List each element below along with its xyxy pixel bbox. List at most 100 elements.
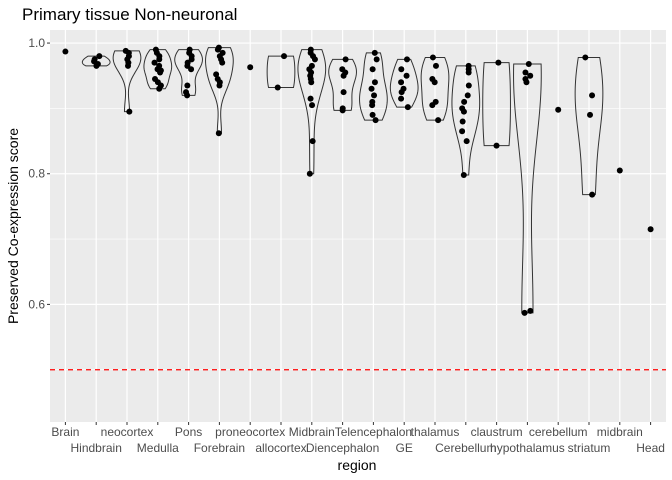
point-thalamus — [435, 117, 442, 124]
point-allocortex — [281, 53, 288, 60]
point-forebrain — [214, 46, 221, 53]
x-tick-label-allocortex: allocortex — [255, 441, 306, 455]
point-midbrain — [311, 56, 318, 63]
point-midbrain — [616, 167, 623, 174]
x-tick-label-cerebellum: Cerebellum — [435, 441, 496, 455]
x-tick-label-head: Head — [636, 441, 665, 455]
violin-ge — [389, 58, 419, 108]
point-pons — [184, 92, 191, 99]
point-allocortex — [274, 84, 281, 91]
point-cerebellum — [459, 118, 466, 125]
point-telencephalon — [371, 49, 378, 56]
point-striatum — [587, 111, 594, 118]
point-diencephalon — [340, 72, 347, 79]
points-group — [62, 44, 654, 316]
point-telencephalon — [371, 79, 378, 86]
point-telencephalon — [373, 56, 380, 63]
point-ge — [398, 89, 405, 96]
point-ge — [398, 66, 405, 73]
violin-thalamus — [420, 56, 450, 121]
x-tick-label-pons: Pons — [175, 425, 202, 439]
point-ge — [398, 79, 405, 86]
violin-pons — [174, 49, 203, 96]
point-thalamus — [431, 79, 438, 86]
point-diencephalon — [342, 56, 349, 63]
x-axis: Brain Hindbrain neocortex Medulla Pons Forebr… — [51, 422, 665, 455]
plot-panel — [50, 30, 666, 422]
point-thalamus — [432, 62, 439, 69]
point-cerebellum — [465, 82, 472, 89]
point-medulla — [151, 59, 158, 66]
x-tick-label-telencephalon: Telencephalon — [335, 425, 412, 439]
point-forebrain — [216, 82, 223, 89]
point-ge — [403, 56, 410, 63]
point-midbrain — [308, 79, 315, 86]
point-thalamus — [429, 102, 436, 109]
x-tick-label-diencephalon: Diencephalon — [306, 441, 379, 455]
point-neocortex — [125, 62, 131, 69]
point-neocortex — [126, 108, 133, 115]
x-tick-label-claustrum: claustrum — [471, 425, 523, 439]
y-tick-label: 1.0 — [28, 36, 45, 50]
violin-diencephalon — [328, 58, 357, 111]
x-tick-label-hindbrain: Hindbrain — [71, 441, 122, 455]
violin-hypothalamus — [513, 63, 542, 314]
violins-group — [81, 47, 604, 314]
point-medulla — [156, 56, 163, 63]
point-striatum — [589, 92, 596, 99]
x-tick-label-brain: Brain — [51, 425, 79, 439]
point-cerebellum — [461, 98, 468, 105]
point-forebrain — [219, 59, 226, 66]
x-tick-label-hypothalamus: hypothalamus — [490, 441, 565, 455]
violin-telencephalon — [359, 52, 388, 121]
point-telencephalon — [372, 117, 379, 124]
point-striatum — [589, 191, 596, 198]
x-tick-label-ge: GE — [396, 441, 413, 455]
point-head — [647, 226, 654, 233]
point-pons — [188, 56, 195, 63]
point-ge — [404, 104, 411, 111]
violin-neocortex — [112, 50, 142, 113]
point-hindbrain — [96, 53, 103, 60]
violin-allocortex — [266, 55, 296, 88]
violin-cerebellum — [451, 65, 481, 176]
point-cerebellum — [465, 69, 472, 76]
point-pons — [184, 82, 191, 89]
point-cerebellum — [460, 108, 467, 115]
point-cerebellum — [463, 138, 470, 145]
point-midbrain — [309, 102, 316, 109]
point-cerebellum — [464, 92, 471, 99]
x-tick-label-medulla: Medulla — [137, 441, 179, 455]
point-hindbrain — [93, 62, 100, 69]
violin-midbrain — [297, 49, 327, 175]
violin-hindbrain — [81, 55, 111, 67]
x-tick-label-neocortex: neocortex — [101, 425, 154, 439]
point-claustrum — [493, 142, 500, 149]
point-telencephalon — [369, 66, 376, 73]
point-cerebellum — [459, 128, 466, 135]
x-tick-label-cerebellum: cerebellum — [529, 425, 588, 439]
x-tick-label-proneocortex: proneocortex — [215, 425, 285, 439]
point-striatum — [582, 54, 589, 61]
x-tick-label-midbrain: Midbrain — [289, 425, 335, 439]
point-forebrain — [215, 130, 222, 137]
point-midbrain — [307, 95, 314, 102]
point-forebrain — [213, 71, 220, 78]
point-hypothalamus — [523, 79, 530, 86]
y-axis: 0.6 0.8 1.0 — [28, 36, 50, 311]
point-hypothalamus — [527, 72, 534, 79]
point-telencephalon — [371, 92, 378, 99]
y-tick-label: 0.6 — [28, 297, 45, 311]
chart-title: Primary tissue Non-neuronal — [22, 5, 237, 24]
x-tick-label-forebrain: Forebrain — [194, 441, 245, 455]
point-telencephalon — [369, 111, 376, 118]
violin-forebrain — [205, 47, 234, 134]
x-tick-label-midbrain: midbrain — [597, 425, 643, 439]
point-midbrain — [309, 138, 316, 145]
point-medulla — [157, 69, 164, 76]
point-hypothalamus — [522, 69, 529, 76]
point-medulla — [156, 85, 163, 92]
point-telencephalon — [369, 102, 376, 109]
point-hypothalamus — [521, 309, 528, 316]
